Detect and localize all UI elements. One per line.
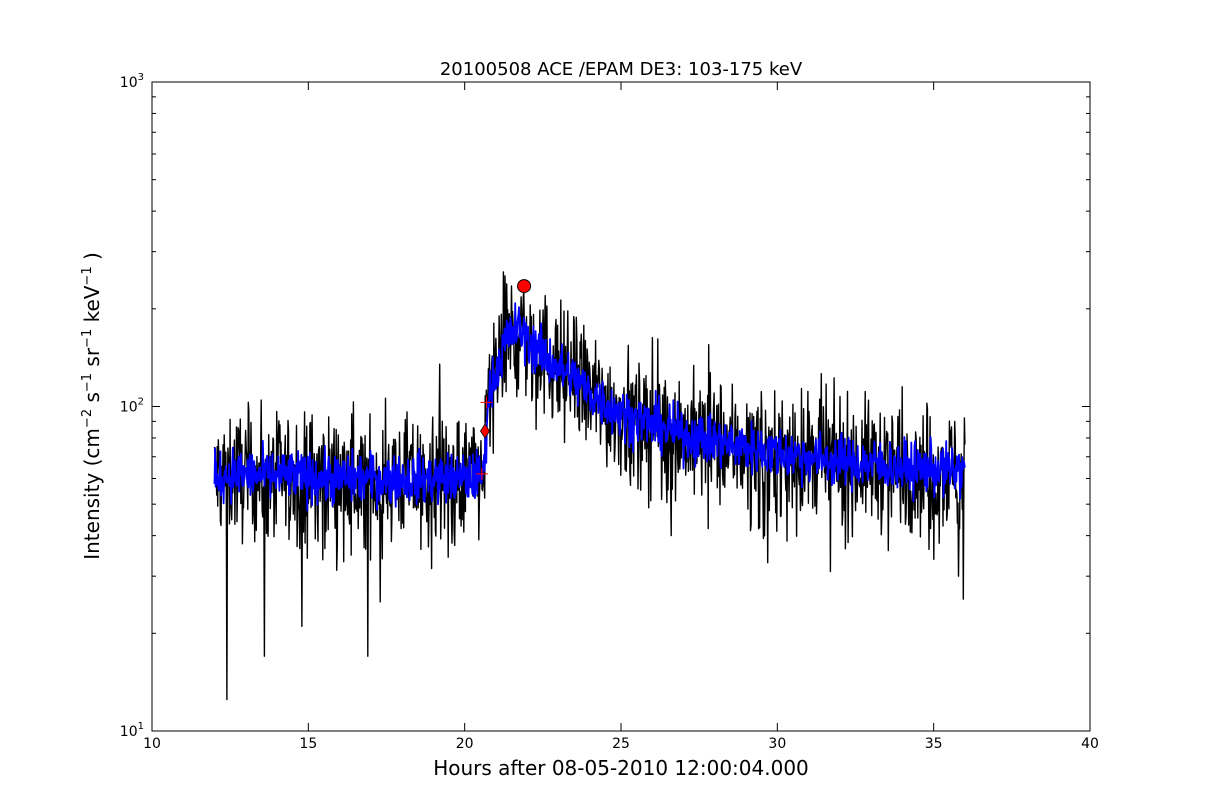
plus-marker	[475, 467, 488, 480]
x-tick-label: 35	[925, 736, 943, 752]
plot-area	[151, 81, 1091, 732]
y-label-part-2: s	[80, 392, 104, 409]
y-label-part-4: keV	[80, 285, 104, 329]
x-tick-label: 10	[143, 736, 161, 752]
y-label-prefix: Intensity (cm	[80, 428, 104, 560]
y-label-exp-1: −2	[80, 409, 95, 428]
plus-marker	[480, 396, 493, 409]
x-tick-label: 40	[1081, 736, 1099, 752]
series-smoothed-line	[213, 302, 966, 512]
x-axis: 10 15 20 25 30 35 40	[143, 82, 1099, 752]
series-layer	[213, 271, 966, 701]
y-label-exp-3: −1	[80, 329, 95, 348]
y-label-exp-4: −1	[80, 266, 95, 285]
y-tick-label: 102	[120, 397, 144, 416]
x-tick-label: 25	[612, 736, 630, 752]
y-tick-label: 103	[120, 72, 144, 91]
chart-title: 20100508 ACE /EPAM DE3: 103-175 keV	[440, 59, 803, 80]
x-tick-label: 20	[456, 736, 474, 752]
peak-circle-marker	[517, 279, 532, 294]
y-label-exp-2: −1	[80, 373, 95, 392]
x-tick-label: 15	[299, 736, 317, 752]
y-label-part-3: sr	[80, 347, 104, 373]
y-label-suffix: )	[80, 252, 104, 266]
y-axis: 101 102 103	[120, 72, 1090, 740]
y-axis-label: Intensity (cm−2 s−1 sr−1 keV−1 )	[80, 252, 104, 560]
marker-layer	[475, 279, 532, 480]
x-tick-label: 30	[768, 736, 786, 752]
series-raw-line	[213, 271, 966, 701]
onset-diamond-marker	[480, 423, 490, 439]
y-tick-label: 101	[120, 721, 144, 740]
x-axis-label: Hours after 08-05-2010 12:00:04.000	[433, 756, 809, 780]
